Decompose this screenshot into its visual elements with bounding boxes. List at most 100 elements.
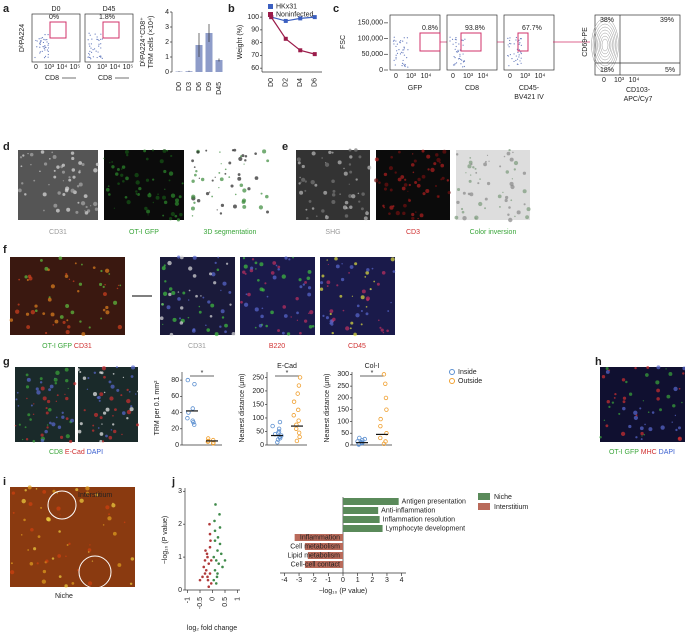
data-point bbox=[210, 441, 216, 446]
micrograph-detail bbox=[87, 581, 93, 586]
micrograph-detail bbox=[46, 399, 51, 404]
micrograph-detail bbox=[27, 274, 32, 279]
micrograph-detail bbox=[666, 394, 671, 399]
panel-label: d bbox=[3, 141, 10, 153]
y-tick-label: 150,000 bbox=[358, 20, 383, 27]
legend-label: HKx31 bbox=[276, 3, 297, 10]
flow-event bbox=[403, 54, 406, 56]
micrograph-detail bbox=[116, 167, 120, 171]
flow-event bbox=[38, 38, 40, 40]
legend-label: Inside bbox=[458, 369, 477, 376]
data-point bbox=[209, 539, 212, 542]
micrograph-detail bbox=[243, 163, 245, 165]
micrograph-detail bbox=[72, 280, 75, 283]
micrograph-detail bbox=[266, 159, 270, 163]
y-tick-label: 250 bbox=[252, 374, 264, 381]
micrograph-detail bbox=[144, 206, 148, 211]
flow-event bbox=[406, 56, 408, 59]
micrograph-detail bbox=[340, 277, 345, 282]
micrograph-detail bbox=[125, 176, 129, 181]
x-tick-label: 0 bbox=[451, 73, 455, 80]
micrograph-detail bbox=[49, 384, 54, 389]
data-point bbox=[214, 582, 218, 585]
data-point bbox=[219, 552, 223, 556]
micrograph-detail bbox=[27, 153, 29, 155]
micrograph-detail bbox=[21, 498, 26, 504]
micrograph-detail bbox=[120, 394, 123, 397]
micrograph-detail bbox=[71, 581, 75, 585]
micrograph-detail bbox=[174, 201, 180, 206]
data-point bbox=[276, 429, 282, 434]
micrograph-detail bbox=[82, 376, 87, 380]
micrograph-detail bbox=[614, 392, 617, 396]
micrograph-detail bbox=[605, 367, 609, 371]
flow-event bbox=[93, 48, 96, 50]
micrograph-detail bbox=[412, 153, 414, 155]
micrograph-detail bbox=[484, 197, 488, 201]
micrograph-detail bbox=[277, 265, 281, 269]
micrograph bbox=[10, 487, 135, 587]
y-tick-label: 80 bbox=[171, 377, 179, 384]
data-point bbox=[276, 426, 282, 431]
micrograph-detail bbox=[103, 391, 106, 394]
micrograph-detail bbox=[635, 436, 638, 439]
x-tick-label: 0.5 bbox=[222, 597, 229, 607]
micrograph-detail bbox=[62, 180, 65, 182]
micrograph-detail bbox=[613, 396, 616, 399]
micrograph bbox=[78, 367, 138, 442]
micrograph-detail bbox=[437, 196, 439, 198]
micrograph-detail bbox=[66, 544, 69, 546]
flow-event bbox=[100, 55, 102, 57]
micrograph-detail bbox=[258, 323, 263, 328]
micrograph-detail bbox=[178, 195, 182, 199]
flow-event bbox=[101, 57, 103, 59]
flow-event bbox=[101, 38, 103, 40]
micrograph bbox=[456, 150, 530, 220]
x-tick-label: D45 bbox=[216, 82, 223, 95]
legend-swatch bbox=[268, 4, 273, 9]
micrograph-detail bbox=[366, 268, 370, 272]
data-point bbox=[216, 572, 219, 575]
micrograph-detail bbox=[77, 201, 80, 204]
y-tick-label: 2 bbox=[165, 39, 169, 46]
category-label: Lymphocyte development bbox=[386, 525, 466, 532]
micrograph-detail bbox=[237, 176, 242, 181]
micrograph-detail bbox=[221, 316, 225, 319]
micrograph-detail bbox=[507, 213, 510, 216]
micrograph-detail bbox=[33, 547, 37, 551]
legend-swatch bbox=[478, 503, 490, 510]
caption-part: E-Cad bbox=[63, 449, 85, 456]
micrograph-detail bbox=[194, 173, 197, 177]
micrograph-detail bbox=[304, 280, 308, 284]
data-point bbox=[201, 575, 204, 579]
micrograph-detail bbox=[163, 169, 167, 174]
micrograph-detail bbox=[297, 161, 301, 165]
micrograph-detail bbox=[228, 161, 232, 165]
micrograph-detail bbox=[50, 284, 55, 289]
micrograph-detail bbox=[16, 391, 19, 394]
x-tick-label: 10³ bbox=[406, 73, 417, 80]
flow-event bbox=[520, 57, 522, 59]
micrograph-detail bbox=[42, 396, 47, 401]
micrograph-detail bbox=[78, 169, 81, 172]
micrograph-detail bbox=[504, 198, 508, 203]
micrograph-detail bbox=[643, 433, 646, 436]
micrograph-detail bbox=[231, 331, 236, 336]
micrograph-detail bbox=[622, 406, 626, 411]
micrograph-detail bbox=[122, 376, 125, 379]
micrograph-detail bbox=[421, 149, 425, 153]
micrograph-detail bbox=[349, 155, 353, 159]
micrograph-detail bbox=[254, 152, 257, 155]
micrograph-detail bbox=[46, 426, 49, 429]
micrograph-detail bbox=[190, 206, 195, 211]
flow-event bbox=[462, 66, 464, 68]
flow-event bbox=[458, 57, 461, 60]
micrograph-detail bbox=[646, 366, 650, 369]
micrograph-detail bbox=[644, 423, 646, 426]
flow-event bbox=[402, 40, 404, 42]
micrograph-detail bbox=[108, 435, 113, 440]
micrograph-detail bbox=[656, 397, 660, 401]
flow-event bbox=[457, 58, 460, 60]
micrograph-detail bbox=[48, 408, 52, 412]
micrograph-detail bbox=[65, 330, 70, 335]
